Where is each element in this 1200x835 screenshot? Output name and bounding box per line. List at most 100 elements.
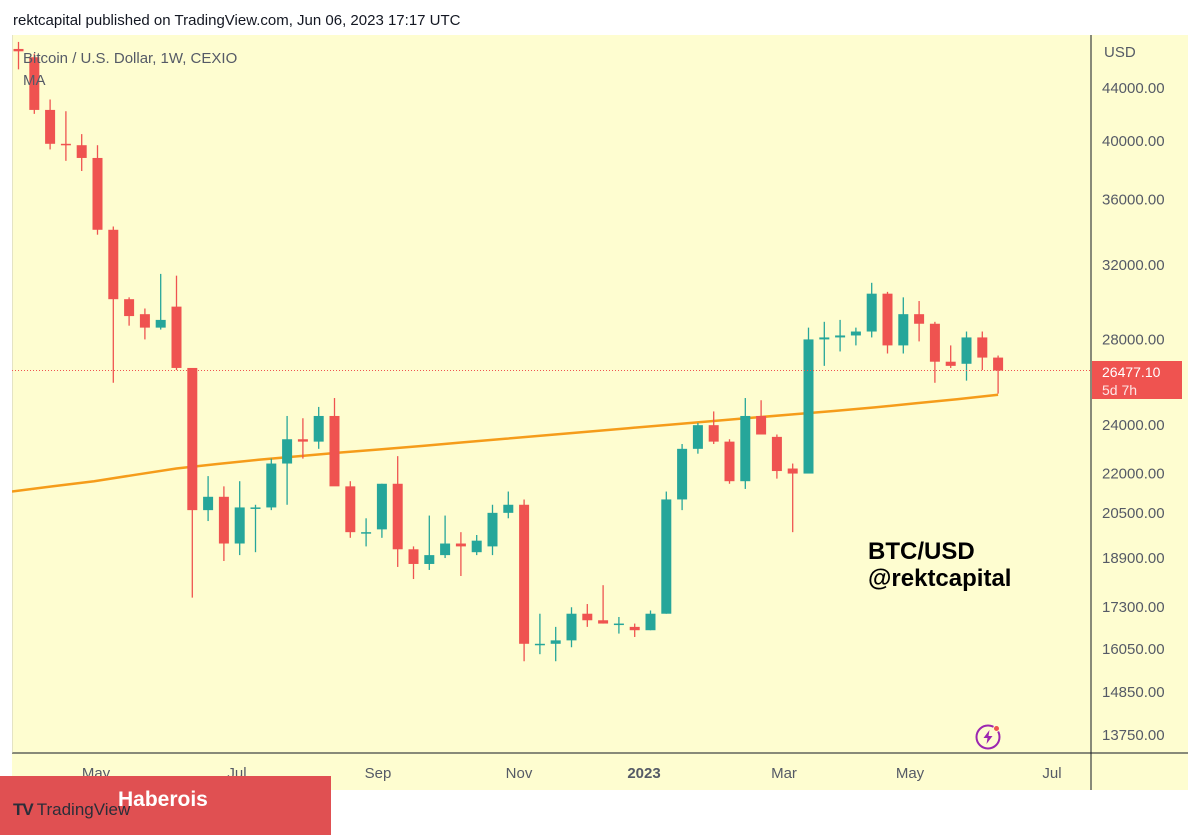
legend-symbol[interactable]: Bitcoin / U.S. Dollar, 1W, CEXIO — [23, 50, 238, 67]
current-price-value: 26477.10 — [1102, 364, 1161, 380]
candle-body — [45, 109, 56, 144]
candle — [850, 327, 861, 346]
candle-body — [534, 643, 545, 646]
candle — [819, 321, 830, 366]
candle — [993, 355, 1004, 394]
candle-body — [297, 439, 308, 442]
candle — [345, 481, 356, 538]
candle-body — [850, 331, 861, 336]
candle-body — [756, 415, 767, 435]
candle — [471, 534, 482, 556]
candle-body — [266, 463, 277, 508]
candle — [124, 297, 135, 326]
price-tick-label: 18900.00 — [1102, 550, 1165, 567]
candle-body — [440, 543, 451, 556]
candle-body — [503, 504, 514, 513]
candle-body — [898, 314, 909, 346]
candle — [171, 275, 182, 371]
candlestick-chart[interactable]: USD 44000.00 40000.00 36000.00 32000.00 2800… — [12, 35, 1188, 790]
candle-body — [819, 337, 830, 340]
candle-body — [250, 507, 261, 509]
current-price-tag: 26477.10 5d 7h — [1092, 361, 1182, 399]
candle — [550, 626, 561, 662]
candle — [866, 282, 877, 338]
time-tick-label: Nov — [506, 765, 533, 782]
candle-body — [187, 367, 198, 511]
candle — [250, 504, 261, 553]
candle-body — [740, 415, 751, 482]
time-tick-label: Sep — [365, 765, 392, 782]
candle — [692, 422, 703, 454]
candle-body — [234, 507, 245, 544]
candle — [787, 463, 798, 533]
candle — [914, 301, 925, 342]
candle — [76, 134, 87, 172]
candle-body — [408, 549, 419, 564]
candle-body — [787, 468, 798, 474]
time-tick-label: May — [896, 765, 925, 782]
candle — [13, 41, 24, 70]
candle — [297, 418, 308, 459]
overlay-brand-text: Haberois — [118, 788, 208, 811]
candle-body — [613, 623, 624, 626]
candle — [234, 481, 245, 556]
time-tick-label: Jul — [1042, 765, 1061, 782]
candle-body — [661, 499, 672, 614]
price-tick-label: 24000.00 — [1102, 417, 1165, 434]
candle-body — [329, 415, 340, 487]
candle — [329, 398, 340, 487]
price-tick-label: 20500.00 — [1102, 505, 1165, 522]
lightning-icon[interactable] — [975, 724, 1001, 750]
candle — [408, 546, 419, 580]
candle — [139, 308, 150, 340]
candle — [282, 415, 293, 505]
candle-body — [155, 319, 166, 328]
candle-body — [724, 441, 735, 482]
candle — [155, 273, 166, 330]
candle — [218, 486, 229, 561]
price-tick-label: 14850.00 — [1102, 684, 1165, 701]
tradingview-logo[interactable]: TV TradingView — [13, 800, 130, 820]
time-axis-ticks: May Jul Sep Nov 2023 Mar May Jul — [82, 765, 1062, 782]
candle — [961, 331, 972, 381]
candle-body — [629, 626, 640, 631]
candle-body — [677, 448, 688, 500]
price-tick-label: 22000.00 — [1102, 466, 1165, 483]
watermark-handle: @rektcapital — [868, 565, 1012, 592]
candle — [708, 411, 719, 445]
candle-body — [108, 229, 119, 300]
time-tick-label: 2023 — [627, 765, 660, 782]
legend-indicator-ma[interactable]: MA — [23, 72, 46, 89]
candle — [977, 331, 988, 371]
candle-body — [835, 335, 846, 338]
candle-body — [139, 314, 150, 328]
price-tick-label: 40000.00 — [1102, 133, 1165, 150]
candle — [503, 491, 514, 519]
candle — [45, 99, 56, 150]
candle — [929, 321, 940, 383]
candle — [582, 604, 593, 627]
candle-body — [692, 425, 703, 449]
candle-body — [29, 57, 40, 110]
candle-body — [582, 613, 593, 621]
candle-body — [519, 504, 530, 644]
candle — [60, 111, 71, 161]
candle — [629, 623, 640, 637]
moving-average-layer — [12, 393, 999, 493]
moving-average-line — [12, 393, 999, 493]
candle — [803, 327, 814, 474]
candle-body — [487, 512, 498, 547]
chart-area[interactable]: USD 44000.00 40000.00 36000.00 32000.00 2800… — [12, 35, 1188, 790]
candle — [534, 613, 545, 655]
price-tick-label: 36000.00 — [1102, 192, 1165, 209]
candle-body — [708, 425, 719, 442]
footer-overlay-bar — [0, 776, 331, 835]
candle — [92, 145, 103, 235]
candle — [882, 291, 893, 354]
candle — [108, 226, 119, 383]
candle — [613, 616, 624, 634]
candle-body — [929, 323, 940, 362]
candle-body — [866, 293, 877, 332]
candle-body — [171, 306, 182, 368]
candle — [645, 610, 656, 631]
